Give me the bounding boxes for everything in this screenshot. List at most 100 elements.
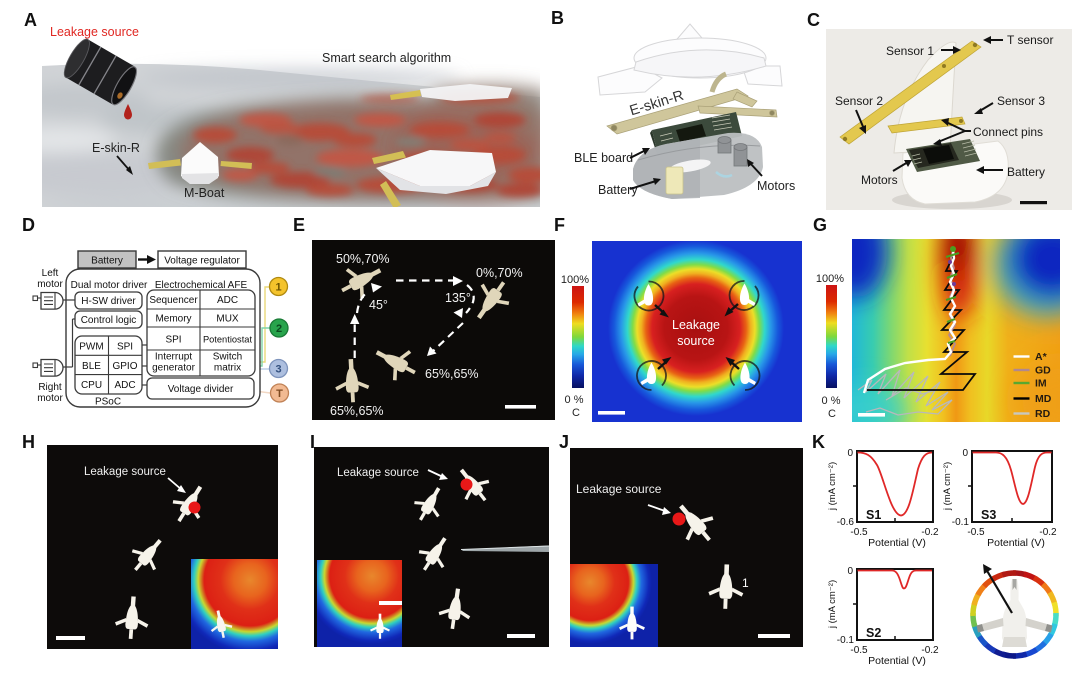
svg-text:C: C (807, 10, 820, 30)
svg-text:S3: S3 (981, 508, 996, 522)
svg-text:GD: GD (1035, 365, 1051, 377)
svg-text:Switch: Switch (213, 352, 242, 363)
svg-text:Voltage regulator: Voltage regulator (164, 256, 240, 267)
svg-text:Leakage source: Leakage source (576, 482, 662, 496)
svg-text:D: D (22, 215, 35, 235)
svg-text:G: G (813, 215, 827, 235)
svg-text:motor: motor (37, 279, 63, 290)
svg-text:source: source (677, 334, 715, 348)
svg-text:Leakage source: Leakage source (84, 466, 166, 478)
svg-text:3: 3 (275, 364, 281, 376)
svg-text:0%,70%: 0%,70% (476, 266, 523, 280)
svg-text:0: 0 (847, 566, 853, 577)
svg-text:PSoC: PSoC (95, 397, 121, 408)
svg-text:GPIO: GPIO (112, 361, 137, 372)
svg-text:Leakage: Leakage (672, 318, 720, 332)
svg-text:ADC: ADC (114, 380, 135, 391)
svg-text:Potential (V): Potential (V) (868, 537, 926, 549)
svg-text:0 %: 0 % (565, 394, 584, 406)
svg-text:H-SW driver: H-SW driver (81, 296, 136, 307)
svg-text:Leakage source: Leakage source (337, 467, 419, 479)
svg-text:-0.2: -0.2 (921, 527, 939, 538)
svg-text:-0.1: -0.1 (952, 517, 970, 528)
svg-text:135°: 135° (445, 291, 471, 305)
svg-text:-0.2: -0.2 (1039, 527, 1057, 538)
svg-text:Smart search algorithm: Smart search algorithm (322, 51, 451, 65)
svg-text:j (mA cm⁻²): j (mA cm⁻²) (827, 462, 838, 511)
svg-text:Connect pins: Connect pins (973, 125, 1043, 139)
svg-text:A: A (24, 10, 37, 30)
svg-text:CPU: CPU (81, 380, 102, 391)
svg-text:Battery: Battery (598, 183, 638, 197)
svg-text:Right: Right (38, 382, 62, 393)
svg-text:T sensor: T sensor (1007, 33, 1053, 47)
svg-text:PWM: PWM (79, 342, 103, 353)
svg-text:j (mA cm⁻²): j (mA cm⁻²) (827, 580, 838, 629)
svg-text:Control logic: Control logic (81, 315, 137, 326)
svg-text:S2: S2 (866, 626, 881, 640)
svg-text:T: T (276, 388, 283, 400)
svg-text:1: 1 (275, 282, 281, 294)
svg-text:Potential (V): Potential (V) (987, 537, 1045, 549)
svg-text:-0.5: -0.5 (850, 527, 868, 538)
svg-text:Sensor 3: Sensor 3 (997, 94, 1045, 108)
svg-text:Motors: Motors (757, 179, 795, 193)
svg-text:2: 2 (276, 323, 282, 335)
svg-text:-0.5: -0.5 (850, 645, 868, 656)
svg-text:65%,65%: 65%,65% (330, 404, 384, 418)
svg-text:BLE board: BLE board (574, 151, 633, 165)
svg-text:Sensor 1: Sensor 1 (886, 44, 934, 58)
svg-text:E-skin-R: E-skin-R (92, 141, 140, 155)
svg-text:100%: 100% (561, 274, 589, 286)
svg-text:-0.5: -0.5 (967, 527, 985, 538)
svg-text:C: C (828, 408, 836, 420)
svg-text:IM: IM (1035, 378, 1047, 390)
svg-text:0: 0 (847, 448, 853, 459)
svg-text:-0.6: -0.6 (837, 517, 855, 528)
svg-text:-0.1: -0.1 (837, 635, 855, 646)
svg-text:J: J (559, 432, 569, 452)
svg-text:BLE: BLE (82, 361, 101, 372)
svg-text:C: C (572, 407, 580, 419)
svg-text:S1: S1 (866, 508, 881, 522)
svg-text:Potentiostat: Potentiostat (203, 335, 253, 345)
svg-text:0 %: 0 % (822, 395, 841, 407)
svg-text:ADC: ADC (217, 295, 238, 306)
svg-text:100%: 100% (816, 273, 844, 285)
svg-text:Battery: Battery (91, 256, 123, 267)
svg-text:E: E (293, 215, 305, 235)
svg-text:generator: generator (152, 363, 195, 374)
svg-text:0: 0 (962, 448, 968, 459)
svg-text:H: H (22, 432, 35, 452)
svg-text:MUX: MUX (216, 314, 239, 325)
svg-text:motor: motor (37, 393, 63, 404)
svg-text:RD: RD (1035, 408, 1051, 420)
svg-text:SPI: SPI (165, 335, 181, 346)
svg-text:M-Boat: M-Boat (184, 186, 225, 200)
svg-text:K: K (812, 432, 825, 452)
svg-text:Leakage source: Leakage source (50, 25, 139, 39)
svg-text:Sensor 2: Sensor 2 (835, 94, 883, 108)
svg-text:F: F (554, 215, 565, 235)
svg-text:A*: A* (1035, 351, 1048, 363)
svg-text:-0.2: -0.2 (921, 645, 939, 656)
svg-text:45°: 45° (369, 298, 388, 312)
svg-text:Left: Left (42, 268, 59, 279)
svg-text:65%,65%: 65%,65% (425, 367, 479, 381)
svg-text:SPI: SPI (117, 342, 133, 353)
svg-text:Memory: Memory (155, 314, 191, 325)
svg-text:Voltage divider: Voltage divider (168, 384, 234, 395)
svg-text:Dual motor driver: Dual motor driver (71, 280, 148, 291)
svg-text:Electrochemical AFE: Electrochemical AFE (155, 280, 248, 291)
svg-text:Motors: Motors (861, 173, 898, 187)
svg-text:B: B (551, 8, 564, 28)
svg-text:MD: MD (1035, 393, 1052, 405)
svg-text:1: 1 (742, 576, 749, 590)
svg-text:Sequencer: Sequencer (149, 295, 198, 306)
svg-text:j (mA cm⁻²): j (mA cm⁻²) (942, 462, 953, 511)
svg-text:Interrupt: Interrupt (155, 352, 192, 363)
svg-text:Potential (V): Potential (V) (868, 655, 926, 667)
svg-text:I: I (310, 432, 315, 452)
svg-text:50%,70%: 50%,70% (336, 252, 390, 266)
svg-text:Battery: Battery (1007, 165, 1045, 179)
